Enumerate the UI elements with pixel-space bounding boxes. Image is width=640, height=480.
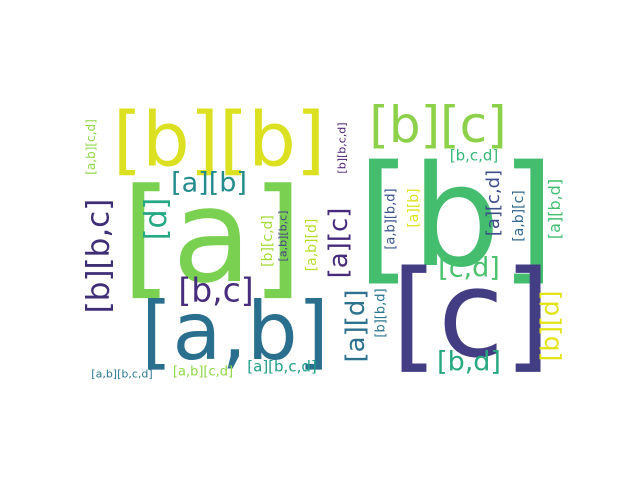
word-b-b-d-vertical: [b][b,d] bbox=[373, 288, 389, 338]
word-b-b-c-d-vertical: [b][b,c,d] bbox=[335, 122, 349, 174]
word-a-b-d-yellow-vertical: [a,b][d] bbox=[304, 218, 320, 272]
word-a: [a] bbox=[121, 160, 303, 312]
word-b: [b] bbox=[356, 136, 556, 299]
word-a-b-c: [a][b,c,d] bbox=[247, 357, 317, 376]
word-b-c-d-vertical: [b][c,d] bbox=[260, 215, 276, 267]
word-a-b-b-d-vertical: [a,b][b,d] bbox=[383, 188, 399, 250]
word-d-vertical: [d] bbox=[139, 197, 174, 241]
word-a-b-small: [a][b] bbox=[171, 167, 247, 199]
word-b-b: [b][b] bbox=[112, 95, 326, 184]
word-a-c-d-vertical: [a][c,d] bbox=[483, 169, 504, 237]
word-a-b-c-d-bottom: [a,b][c,d] bbox=[172, 364, 234, 380]
word-a-b-c-vertical: [a,b][c] bbox=[511, 190, 527, 242]
word-a-b-yellow-vertical: [a][b] bbox=[406, 188, 422, 228]
word-c-d: [c,d] bbox=[438, 252, 500, 284]
word-a-b: [a,b] bbox=[141, 285, 329, 378]
word-b-c-small: [b,c] bbox=[178, 270, 254, 310]
word-b-d-vertical: [b][d] bbox=[535, 290, 565, 362]
word-b-c-d: [b,c,d] bbox=[449, 146, 499, 165]
word-a-d-vertical: [a][d] bbox=[341, 289, 371, 363]
word-a-b-c-d-left-vertical: [a,b][c,d] bbox=[84, 119, 98, 175]
word-a-c-vertical: [a][c] bbox=[324, 207, 354, 279]
word-b-c: [b][c] bbox=[369, 96, 507, 154]
word-c: [c] bbox=[391, 246, 551, 385]
word-a-b-d-vertical: [a][b,d] bbox=[545, 178, 564, 240]
word-a-b-b-c-d-bottom: [a,b][b,c,d] bbox=[91, 367, 153, 381]
word-b-b-c-vertical: [b][b,c] bbox=[80, 198, 117, 314]
word-b-d: [b,d] bbox=[437, 346, 501, 378]
word-a-b-b-c-vertical: [a,b][b,c] bbox=[276, 210, 290, 262]
